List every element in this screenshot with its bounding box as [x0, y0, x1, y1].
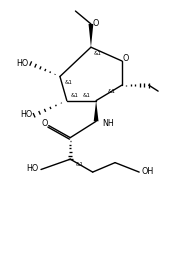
- Text: O: O: [93, 19, 99, 28]
- Text: &1: &1: [70, 93, 78, 98]
- Text: OH: OH: [142, 167, 154, 176]
- Text: HO: HO: [27, 165, 39, 173]
- Text: &1: &1: [108, 89, 116, 94]
- Text: O: O: [122, 54, 129, 63]
- Text: NH: NH: [102, 119, 114, 128]
- Text: &1: &1: [64, 80, 72, 85]
- Polygon shape: [89, 24, 93, 47]
- Text: &1: &1: [93, 51, 101, 56]
- Text: &1: &1: [83, 93, 91, 98]
- Text: &1: &1: [75, 162, 83, 167]
- Text: O: O: [42, 119, 48, 128]
- Text: HO: HO: [16, 58, 29, 68]
- Polygon shape: [94, 101, 99, 121]
- Text: HO: HO: [20, 110, 32, 119]
